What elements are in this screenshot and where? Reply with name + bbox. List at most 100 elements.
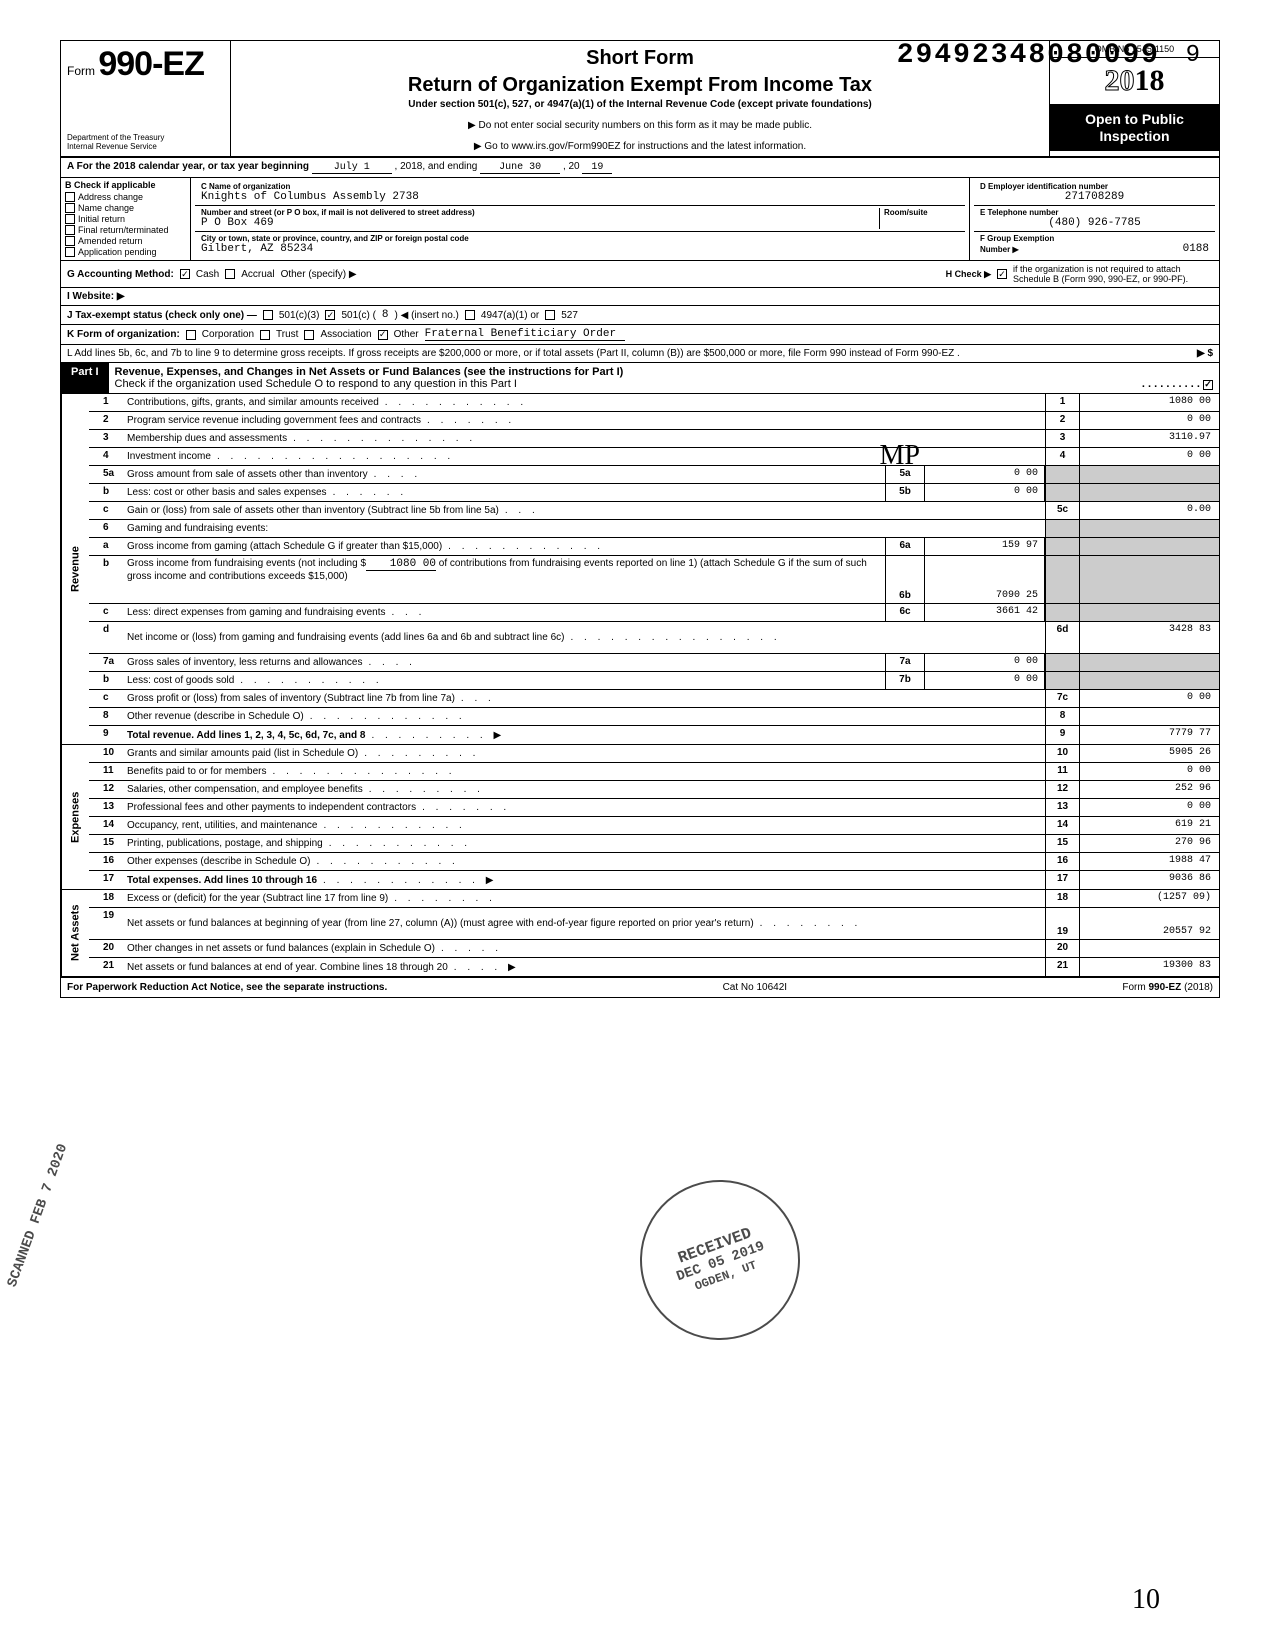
line6b-sn: 6b bbox=[885, 556, 925, 603]
stamp-recv3: OGDEN, UT bbox=[693, 1258, 759, 1293]
org-city[interactable]: Gilbert, AZ 85234 bbox=[201, 243, 959, 255]
line7b-sa[interactable]: 0 00 bbox=[925, 672, 1045, 689]
cal-end[interactable]: June 30 bbox=[480, 162, 560, 174]
line6a-sa[interactable]: 159 97 bbox=[925, 538, 1045, 555]
checkbox-final-return[interactable] bbox=[65, 225, 75, 235]
side-net-assets: Net Assets bbox=[61, 890, 89, 976]
line10-amt[interactable]: 5905 26 bbox=[1079, 745, 1219, 762]
line16-amt[interactable]: 1988 47 bbox=[1079, 853, 1219, 870]
cal-begin[interactable]: July 1 bbox=[312, 162, 392, 174]
line20-amt[interactable] bbox=[1079, 940, 1219, 957]
room-label: Room/suite bbox=[884, 208, 959, 217]
checkbox-h[interactable]: ✓ bbox=[997, 269, 1007, 279]
line13-num: 13 bbox=[1045, 799, 1079, 816]
b-item-1: Name change bbox=[78, 203, 134, 213]
line1-amt[interactable]: 1080 00 bbox=[1079, 394, 1219, 411]
d-label: D Employer identification number bbox=[980, 182, 1209, 191]
group-exemption[interactable]: 0188 bbox=[1183, 243, 1209, 255]
line2-amt[interactable]: 0 00 bbox=[1079, 412, 1219, 429]
line6c-sa[interactable]: 3661 42 bbox=[925, 604, 1045, 621]
line12-amt[interactable]: 252 96 bbox=[1079, 781, 1219, 798]
part1-badge: Part I bbox=[61, 363, 109, 393]
checkbox-cash[interactable]: ✓ bbox=[180, 269, 190, 279]
checkbox-app-pending[interactable] bbox=[65, 247, 75, 257]
j-501c-num[interactable]: 8 bbox=[382, 309, 389, 321]
phone[interactable]: (480) 926-7785 bbox=[980, 217, 1209, 229]
side-revenue: Revenue bbox=[61, 394, 89, 744]
line19-amt[interactable]: 20557 92 bbox=[1079, 908, 1219, 939]
checkbox-trust[interactable] bbox=[260, 330, 270, 340]
checkbox-527[interactable] bbox=[545, 310, 555, 320]
part1-title: Revenue, Expenses, and Changes in Net As… bbox=[115, 366, 624, 378]
c-addr-label: Number and street (or P O box, if mail i… bbox=[201, 208, 871, 217]
checkbox-501c[interactable]: ✓ bbox=[325, 310, 335, 320]
cal-year[interactable]: 19 bbox=[582, 162, 612, 174]
footer-catno: Cat No 10642I bbox=[723, 982, 788, 993]
line8-amt[interactable] bbox=[1079, 708, 1219, 725]
g-cash: Cash bbox=[196, 269, 219, 280]
line12-num: 12 bbox=[1045, 781, 1079, 798]
line7b-text: Less: cost of goods sold bbox=[127, 675, 234, 686]
checkbox-assoc[interactable] bbox=[304, 330, 314, 340]
line6b-sa[interactable]: 7090 25 bbox=[925, 556, 1045, 603]
line18-amt[interactable]: (1257 09) bbox=[1079, 890, 1219, 907]
line18-num: 18 bbox=[1045, 890, 1079, 907]
l-text: L Add lines 5b, 6c, and 7b to line 9 to … bbox=[67, 348, 1191, 359]
checkbox-accrual[interactable] bbox=[225, 269, 235, 279]
checkbox-part1-scho[interactable]: ✓ bbox=[1203, 380, 1213, 390]
stamp-recv1: RECEIVED bbox=[676, 1224, 754, 1267]
line7a-sa[interactable]: 0 00 bbox=[925, 654, 1045, 671]
page-footer: For Paperwork Reduction Act Notice, see … bbox=[61, 978, 1219, 997]
checkbox-amended[interactable] bbox=[65, 236, 75, 246]
expense-lines: 10Grants and similar amounts paid (list … bbox=[89, 745, 1219, 889]
line6c-sn: 6c bbox=[885, 604, 925, 621]
cal-label: A For the 2018 calendar year, or tax yea… bbox=[67, 161, 309, 172]
note-url: ▶ Go to www.irs.gov/Form990EZ for instru… bbox=[239, 141, 1041, 152]
line20-num: 20 bbox=[1045, 940, 1079, 957]
org-name[interactable]: Knights of Columbus Assembly 2738 bbox=[201, 191, 959, 203]
b-item-2: Initial return bbox=[78, 214, 125, 224]
row-k: K Form of organization: Corporation Trus… bbox=[61, 325, 1219, 345]
checkbox-initial-return[interactable] bbox=[65, 214, 75, 224]
line14-amt[interactable]: 619 21 bbox=[1079, 817, 1219, 834]
line5a-sa[interactable]: 0 00 bbox=[925, 466, 1045, 483]
org-address[interactable]: P O Box 469 bbox=[201, 217, 871, 229]
line2-num: 2 bbox=[1045, 412, 1079, 429]
j-4947: 4947(a)(1) or bbox=[481, 310, 539, 321]
row-j: J Tax-exempt status (check only one) — 5… bbox=[61, 306, 1219, 325]
line5b-sa[interactable]: 0 00 bbox=[925, 484, 1045, 501]
line6b-val[interactable]: 1080 00 bbox=[366, 558, 436, 571]
checkbox-corp[interactable] bbox=[186, 330, 196, 340]
form-prefix: Form bbox=[67, 64, 95, 78]
line17-amt[interactable]: 9036 86 bbox=[1079, 871, 1219, 889]
checkbox-4947[interactable] bbox=[465, 310, 475, 320]
line3-amt[interactable]: 3110.97 bbox=[1079, 430, 1219, 447]
part1-check-text: Check if the organization used Schedule … bbox=[115, 378, 517, 390]
line5c-amt[interactable]: 0.00 bbox=[1079, 502, 1219, 519]
line13-amt[interactable]: 0 00 bbox=[1079, 799, 1219, 816]
line15-amt[interactable]: 270 96 bbox=[1079, 835, 1219, 852]
line4-amt[interactable]: 0 00 bbox=[1079, 448, 1219, 465]
open-line2: Inspection bbox=[1052, 128, 1217, 145]
line6d-amt[interactable]: 3428 83 bbox=[1079, 622, 1219, 653]
checkbox-name-change[interactable] bbox=[65, 203, 75, 213]
b-item-5: Application pending bbox=[78, 247, 157, 257]
checkbox-501c3[interactable] bbox=[263, 310, 273, 320]
line11-amt[interactable]: 0 00 bbox=[1079, 763, 1219, 780]
line21-text: Net assets or fund balances at end of ye… bbox=[127, 962, 448, 973]
line11-num: 11 bbox=[1045, 763, 1079, 780]
ein[interactable]: 271708289 bbox=[980, 191, 1209, 203]
k-other-val[interactable]: Fraternal Benefiticiary Order bbox=[425, 328, 625, 341]
j-501c3: 501(c)(3) bbox=[279, 310, 320, 321]
line21-amt[interactable]: 19300 83 bbox=[1079, 958, 1219, 976]
line5c-num: 5c bbox=[1045, 502, 1079, 519]
block-c: C Name of organization Knights of Columb… bbox=[191, 178, 969, 260]
checkbox-address-change[interactable] bbox=[65, 192, 75, 202]
line9-num: 9 bbox=[1045, 726, 1079, 744]
checkbox-other[interactable]: ✓ bbox=[378, 330, 388, 340]
line12-text: Salaries, other compensation, and employ… bbox=[127, 784, 363, 795]
line6c-text: Less: direct expenses from gaming and fu… bbox=[127, 607, 385, 618]
title-return: Return of Organization Exempt From Incom… bbox=[239, 74, 1041, 97]
line7c-amt[interactable]: 0 00 bbox=[1079, 690, 1219, 707]
line9-amt[interactable]: 7779 77 bbox=[1079, 726, 1219, 744]
